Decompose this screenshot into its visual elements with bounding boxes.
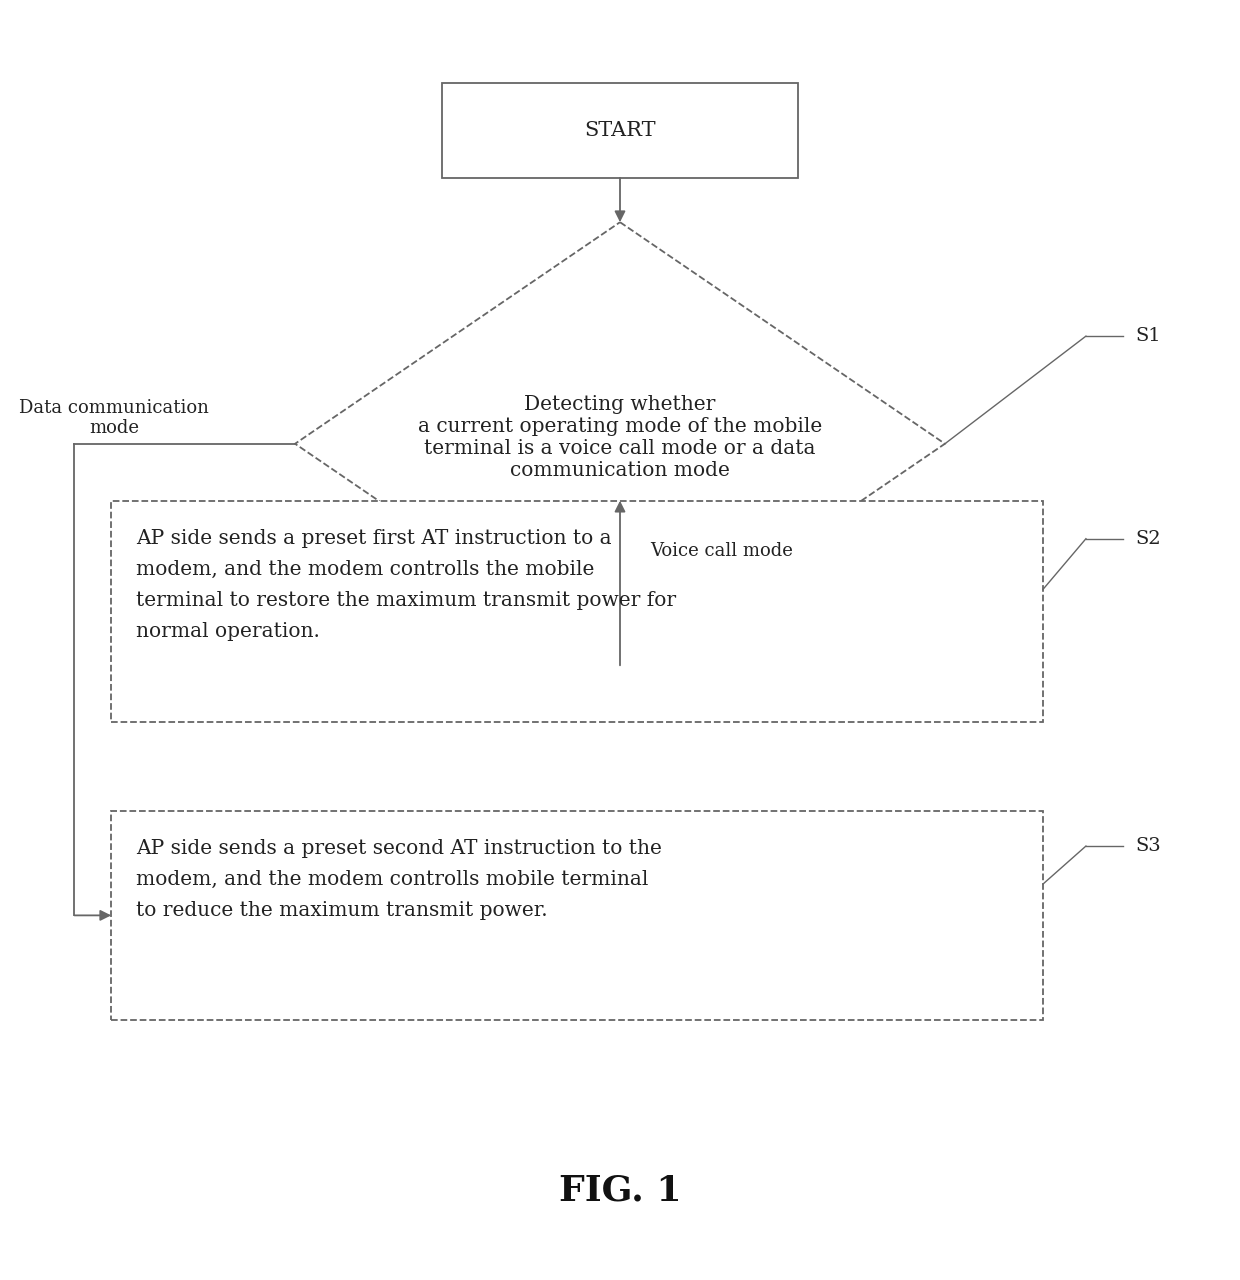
FancyBboxPatch shape (112, 500, 1043, 722)
Text: START: START (584, 120, 656, 140)
Text: S1: S1 (1135, 328, 1161, 346)
Text: Data communication
mode: Data communication mode (19, 398, 210, 438)
Text: AP side sends a preset first AT instruction to a
modem, and the modem controlls : AP side sends a preset first AT instruct… (135, 529, 676, 640)
Text: S2: S2 (1135, 530, 1161, 548)
Polygon shape (295, 223, 945, 666)
FancyBboxPatch shape (443, 83, 797, 178)
Text: FIG. 1: FIG. 1 (559, 1174, 681, 1208)
Text: S3: S3 (1135, 837, 1161, 855)
FancyBboxPatch shape (112, 812, 1043, 1020)
Text: AP side sends a preset second AT instruction to the
modem, and the modem control: AP side sends a preset second AT instruc… (135, 838, 662, 920)
Text: Voice call mode: Voice call mode (651, 543, 794, 561)
Text: Detecting whether
a current operating mode of the mobile
terminal is a voice cal: Detecting whether a current operating mo… (418, 396, 822, 480)
